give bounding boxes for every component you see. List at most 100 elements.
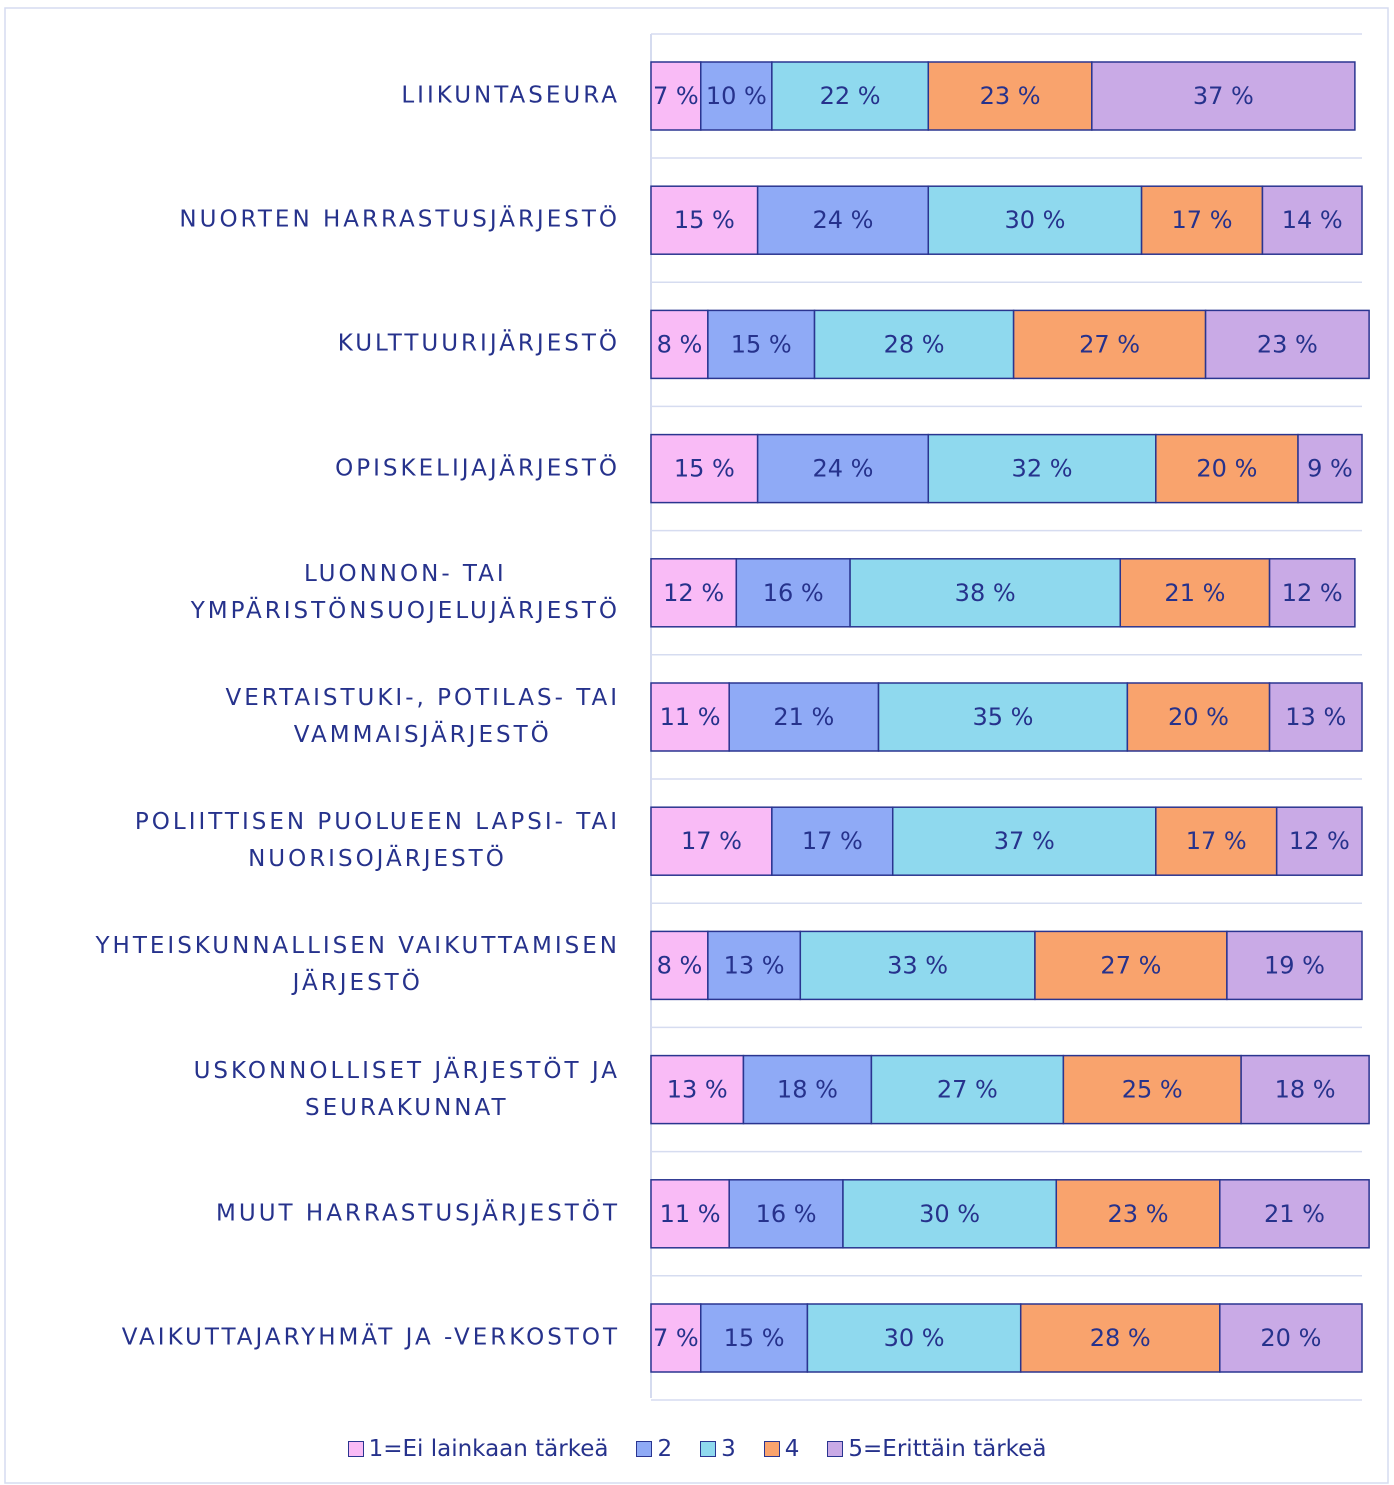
bar-segment xyxy=(650,309,709,380)
bar-segment xyxy=(1297,433,1363,504)
legend-swatch xyxy=(636,1441,653,1457)
bar-segment xyxy=(1219,1303,1363,1373)
value-label: 7 % xyxy=(653,82,699,110)
bar-segment xyxy=(1261,185,1363,255)
value-label: 17 % xyxy=(802,827,863,855)
bar-segment xyxy=(1019,1303,1221,1373)
legend: 1=Ei lainkaan tärkeä 2 3 4 5=Erittäin tärkeä xyxy=(0,1436,1394,1462)
value-label: 8 % xyxy=(657,951,703,979)
value-label: 21 % xyxy=(1164,579,1225,607)
bar-segment xyxy=(927,433,1157,504)
category-label: YHTEISKUNNALLISEN VAIKUTTAMISEN JÄRJESTÖ xyxy=(95,933,620,997)
bar-segment xyxy=(650,1303,702,1373)
category-label: LUONNON- TAI YMPÄRISTÖNSUOJELUJÄRJESTÖ xyxy=(190,560,620,624)
bar-segment xyxy=(1275,806,1363,876)
value-label: 30 % xyxy=(919,1200,980,1228)
frame xyxy=(4,7,1389,1484)
bar-segment xyxy=(756,185,930,255)
legend-swatch xyxy=(700,1441,717,1457)
value-label: 10 % xyxy=(706,82,767,110)
value-label: 15 % xyxy=(731,330,792,358)
value-label: 22 % xyxy=(820,82,881,110)
bar-segment xyxy=(771,806,894,876)
bar-segment xyxy=(707,930,802,1001)
bar-segment xyxy=(927,61,1093,131)
category-label: VAIKUTTAJARYHMÄT JA -VERKOSTOT xyxy=(121,1324,620,1351)
legend-swatch xyxy=(827,1441,844,1457)
value-label: 21 % xyxy=(773,703,834,731)
value-label: 23 % xyxy=(1108,1200,1169,1228)
bar-segment xyxy=(1119,558,1271,628)
bar-segment xyxy=(650,930,709,1001)
bar-segment xyxy=(813,309,1015,380)
value-label: 35 % xyxy=(972,703,1033,731)
value-label: 23 % xyxy=(1257,330,1318,358)
value-label: 8 % xyxy=(657,330,703,358)
bar-segment xyxy=(1012,309,1207,380)
category-label: POLIITTISEN PUOLUEEN LAPSI- TAI NUORISOJ… xyxy=(134,809,620,873)
bar-segment xyxy=(1126,682,1271,752)
bar-segment xyxy=(1219,1179,1370,1249)
bar-segment xyxy=(891,806,1157,876)
value-label: 17 % xyxy=(1172,206,1233,234)
bar-segment xyxy=(650,433,759,504)
value-label: 24 % xyxy=(812,206,873,234)
value-label: 28 % xyxy=(1090,1324,1151,1352)
category-label: MUUT HARRASTUSJÄRJESTÖT xyxy=(216,1200,620,1227)
value-label: 20 % xyxy=(1196,455,1257,483)
value-label: 13 % xyxy=(724,951,785,979)
bar-segment xyxy=(700,61,773,131)
value-label: 12 % xyxy=(1289,827,1350,855)
bar-segment xyxy=(742,1054,873,1125)
legend-item: 4 xyxy=(763,1436,799,1462)
value-label: 37 % xyxy=(994,827,1055,855)
value-label: 12 % xyxy=(663,579,724,607)
bar-segment xyxy=(735,558,851,628)
bar-segment xyxy=(870,1054,1065,1125)
value-label: 32 % xyxy=(1012,455,1073,483)
value-label: 37 % xyxy=(1193,82,1254,110)
legend-swatch xyxy=(763,1441,780,1457)
bar-segment xyxy=(849,558,1122,628)
legend-label: 1=Ei lainkaan tärkeä xyxy=(368,1436,609,1462)
value-label: 27 % xyxy=(1100,951,1161,979)
bar-segment xyxy=(771,61,930,131)
value-label: 20 % xyxy=(1260,1324,1321,1352)
bar-segment xyxy=(1268,558,1356,628)
bar-segment xyxy=(1155,433,1299,504)
bar-segment xyxy=(650,61,702,131)
legend-item: 5=Erittäin tärkeä xyxy=(827,1436,1046,1462)
value-label: 7 % xyxy=(653,1324,699,1352)
legend-label: 2 xyxy=(657,1436,673,1462)
category-label: KULTTUURIJÄRJESTÖ xyxy=(337,330,620,357)
legend-swatch xyxy=(347,1441,364,1457)
category-label: NUORTEN HARRASTUSJÄRJESTÖ xyxy=(179,206,620,233)
bar-segment xyxy=(650,682,730,752)
bar-segment xyxy=(707,309,816,380)
value-label: 21 % xyxy=(1264,1200,1325,1228)
bar-segment xyxy=(1268,682,1363,752)
value-label: 15 % xyxy=(674,206,735,234)
bar-segment xyxy=(842,1179,1058,1249)
bar-segment xyxy=(799,930,1036,1001)
bar-segment xyxy=(1091,61,1356,131)
value-label: 18 % xyxy=(1275,1076,1336,1104)
value-label: 20 % xyxy=(1168,703,1229,731)
value-label: 27 % xyxy=(1079,330,1140,358)
value-label: 33 % xyxy=(887,951,948,979)
bar-segment xyxy=(1240,1054,1370,1125)
legend-label: 3 xyxy=(721,1436,736,1462)
legend-item: 3 xyxy=(700,1436,736,1462)
value-label: 28 % xyxy=(884,330,945,358)
bar-segment xyxy=(877,682,1129,752)
value-label: 19 % xyxy=(1264,951,1325,979)
value-label: 38 % xyxy=(955,579,1016,607)
value-label: 11 % xyxy=(660,703,721,731)
value-label: 15 % xyxy=(724,1324,785,1352)
bar-segment xyxy=(1062,1054,1242,1125)
value-label: 25 % xyxy=(1122,1076,1183,1104)
bar-segment xyxy=(1204,309,1370,380)
category-label: LIIKUNTASEURA xyxy=(401,82,620,109)
value-label: 30 % xyxy=(884,1324,945,1352)
